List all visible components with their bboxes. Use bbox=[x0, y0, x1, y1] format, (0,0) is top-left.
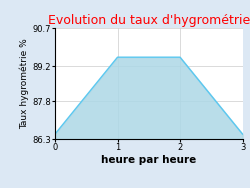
Title: Evolution du taux d'hygrométrie: Evolution du taux d'hygrométrie bbox=[48, 14, 250, 27]
Y-axis label: Taux hygrométrie %: Taux hygrométrie % bbox=[20, 38, 29, 129]
X-axis label: heure par heure: heure par heure bbox=[101, 155, 196, 165]
